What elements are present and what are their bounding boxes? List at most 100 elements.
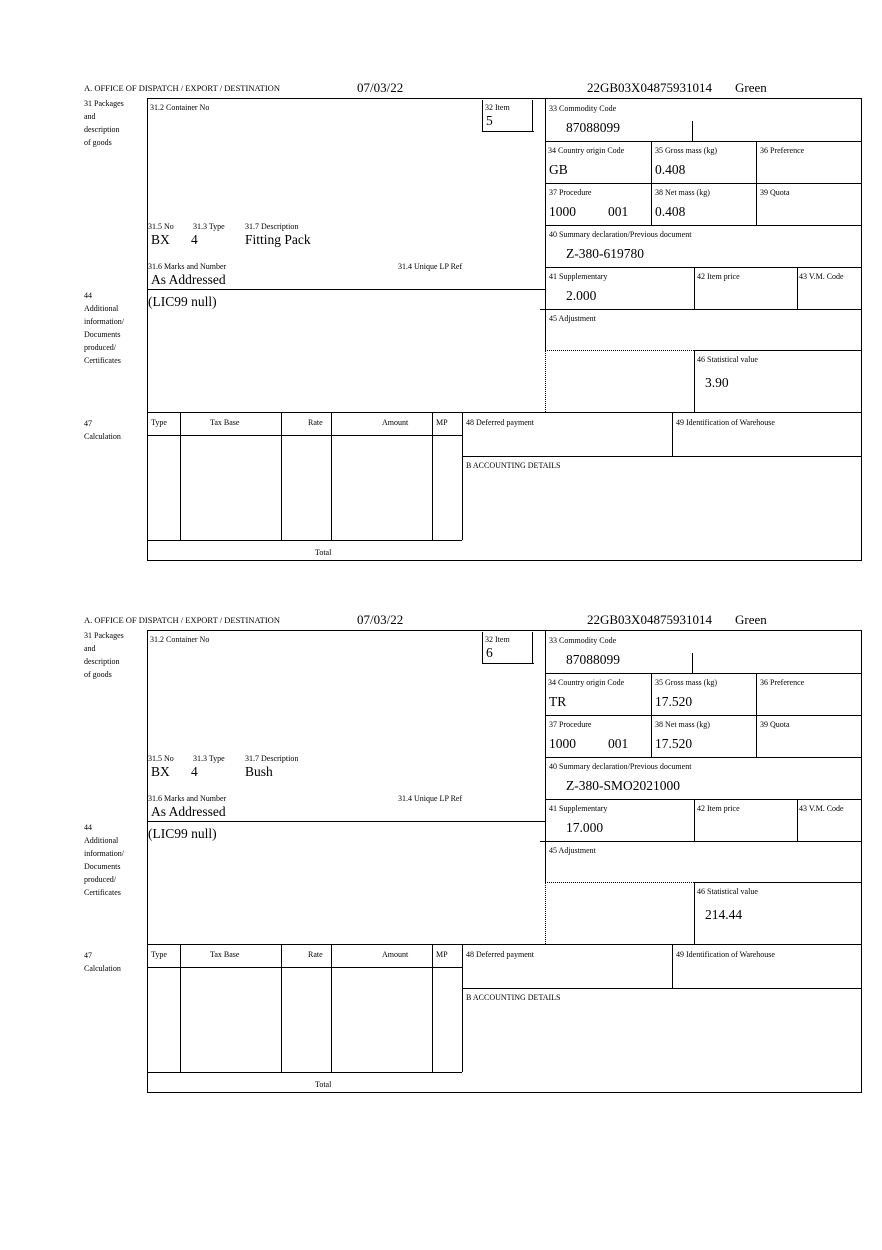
procedure-code: 1000 [549,736,576,751]
country-origin: TR [549,694,567,709]
divider [545,630,546,882]
divider [147,560,862,561]
additional-info: (LIC99 null) [148,826,217,841]
divider [147,412,862,413]
box44-label: Documents [84,862,121,871]
box31-label: description [84,125,120,134]
gross-mass: 0.408 [655,162,686,177]
divider [147,1072,462,1073]
divider [545,799,862,800]
divider [694,267,695,309]
vm-code-label: 43 V.M. Code [799,272,844,281]
divider [797,799,798,841]
procedure-label: 37 Procedure [549,720,592,729]
box44-label: 44 [84,823,92,832]
box44-label: Certificates [84,888,121,897]
divider [861,630,862,1093]
divider [147,435,462,436]
accounting-label: B ACCOUNTING DETAILS [466,993,561,1002]
deferred-payment-label: 48 Deferred payment [466,950,534,959]
divider [545,225,862,226]
divider [147,630,148,1093]
calc-col-header: Rate [308,418,323,427]
divider [694,350,862,351]
vm-code-label: 43 V.M. Code [799,804,844,813]
marks-label: 31.6 Marks and Number [148,262,227,271]
divider [331,944,332,1072]
divider [540,309,862,310]
divider [147,944,862,945]
calc-col-header: Tax Base [210,950,240,959]
divider [147,821,545,822]
divider [545,141,862,142]
summary-decl: Z-380-SMO2021000 [566,778,680,793]
box31-label: 31 Packages [84,631,124,640]
preference-label: 36 Preference [760,678,805,687]
divider [672,412,673,456]
box44-label: Additional [84,304,119,313]
package-count: 4 [191,764,198,779]
divider [482,663,534,664]
box31-label: and [84,644,96,653]
procedure-code: 1000 [549,204,576,219]
divider [694,882,862,883]
total-label: Total [315,1080,332,1089]
divider [545,350,694,351]
box47-label: 47 [84,951,92,960]
package-count: 4 [191,232,198,247]
divider [694,882,695,944]
box31-label: of goods [84,138,112,147]
divider [281,944,282,1072]
divider [147,540,462,541]
total-label: Total [315,548,332,557]
package-no-label: 31.5 No [148,754,174,763]
supplementary-value: 17.000 [566,820,604,835]
procedure-additional: 001 [608,204,629,219]
box44-label: produced/ [84,343,116,352]
package-type-label: 31.3 Type [193,222,225,231]
divider [545,267,862,268]
divider [540,841,862,842]
divider [147,98,862,99]
package-no-label: 31.5 No [148,222,174,231]
divider [462,944,463,1072]
calc-col-header: Amount [382,418,409,427]
item-number: 6 [486,645,493,660]
goods-description: Bush [245,764,273,779]
divider [147,289,545,290]
divider [861,98,862,561]
stat-value: 214.44 [705,907,743,922]
divider [672,944,673,988]
item-label: 32 Item [485,635,510,644]
country-origin-label: 34 Country origin Code [548,678,625,687]
accounting-label: B ACCOUNTING DETAILS [466,461,561,470]
box47-label: Calculation [84,964,121,973]
supplementary-value: 2.000 [566,288,597,303]
box47-label: Calculation [84,432,121,441]
box44-label: 44 [84,291,92,300]
declaration-reference: 22GB03X04875931014 [587,80,712,95]
divider [462,412,463,540]
net-mass-label: 38 Net mass (kg) [655,188,710,197]
divider [692,653,693,674]
calc-col-header: Tax Base [210,418,240,427]
office-heading: A. OFFICE OF DISPATCH / EXPORT / DESTINA… [84,615,280,625]
divider [694,799,695,841]
description-label: 31.7 Description [245,222,299,231]
divider [545,98,546,350]
gross-mass-label: 35 Gross mass (kg) [655,678,717,687]
country-origin-label: 34 Country origin Code [548,146,625,155]
divider [180,944,181,1072]
quota-label: 39 Quota [760,188,790,197]
declaration-date: 07/03/22 [357,612,404,627]
divider [482,100,483,132]
adjustment-label: 45 Adjustment [549,846,596,855]
unique-lp-label: 31.4 Unique LP Ref [398,262,463,271]
divider [482,131,534,132]
package-kind: BX [151,764,170,779]
summary-decl: Z-380-619780 [566,246,644,261]
declaration-reference: 22GB03X04875931014 [587,612,712,627]
calc-col-header: Type [151,950,167,959]
box31-label: description [84,657,120,666]
supplementary-label: 41 Supplementary [549,804,608,813]
